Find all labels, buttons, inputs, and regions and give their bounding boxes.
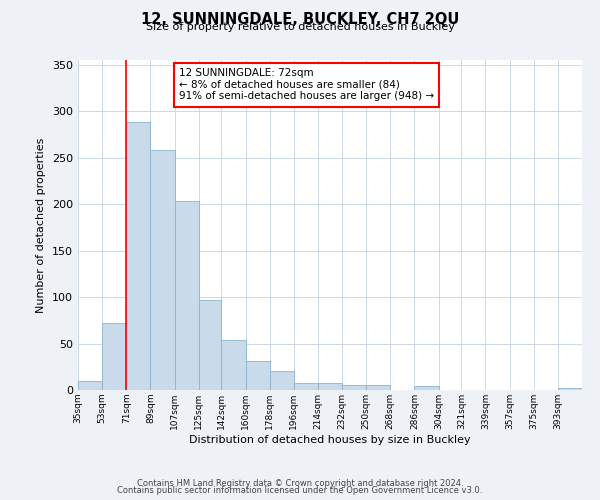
Bar — [102, 323, 126, 390]
Bar — [415, 386, 439, 390]
Y-axis label: Number of detached properties: Number of detached properties — [37, 138, 46, 312]
Bar — [151, 150, 175, 390]
Bar — [199, 300, 221, 390]
Bar — [245, 361, 269, 390]
Text: 12, SUNNINGDALE, BUCKLEY, CH7 2QU: 12, SUNNINGDALE, BUCKLEY, CH7 2QU — [141, 12, 459, 28]
Text: Contains HM Land Registry data © Crown copyright and database right 2024.: Contains HM Land Registry data © Crown c… — [137, 478, 463, 488]
Text: Size of property relative to detached houses in Buckley: Size of property relative to detached ho… — [146, 22, 454, 32]
X-axis label: Distribution of detached houses by size in Buckley: Distribution of detached houses by size … — [189, 434, 471, 444]
Text: Contains public sector information licensed under the Open Government Licence v3: Contains public sector information licen… — [118, 486, 482, 495]
Bar — [175, 202, 199, 390]
Bar — [221, 340, 245, 390]
Bar — [294, 382, 318, 390]
Bar — [558, 388, 582, 390]
Bar — [366, 386, 391, 390]
Bar — [342, 386, 366, 390]
Text: 12 SUNNINGDALE: 72sqm
← 8% of detached houses are smaller (84)
91% of semi-detac: 12 SUNNINGDALE: 72sqm ← 8% of detached h… — [179, 68, 434, 102]
Bar — [269, 372, 294, 390]
Bar — [318, 382, 342, 390]
Bar — [78, 380, 102, 390]
Bar — [126, 122, 151, 390]
